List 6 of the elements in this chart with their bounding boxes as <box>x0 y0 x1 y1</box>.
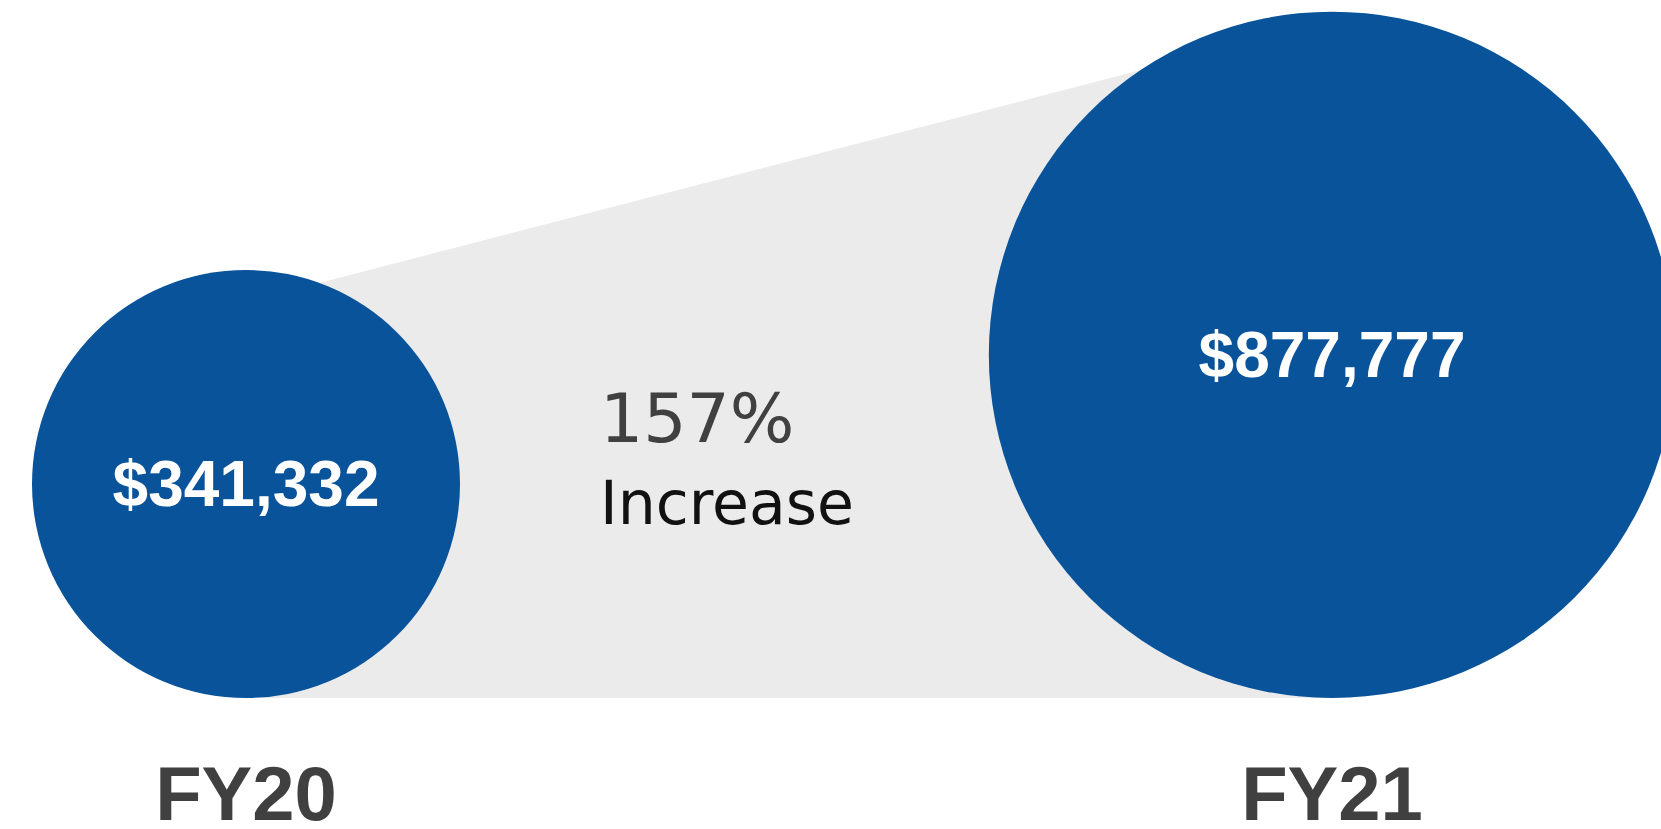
data-label: $877,777 <box>1198 319 1466 392</box>
category-label: FY20 <box>155 751 337 829</box>
text: Increase <box>600 468 854 538</box>
data-label: $341,332 <box>112 448 380 521</box>
category-label: FY21 <box>1241 751 1423 829</box>
text: 157% <box>600 379 795 458</box>
